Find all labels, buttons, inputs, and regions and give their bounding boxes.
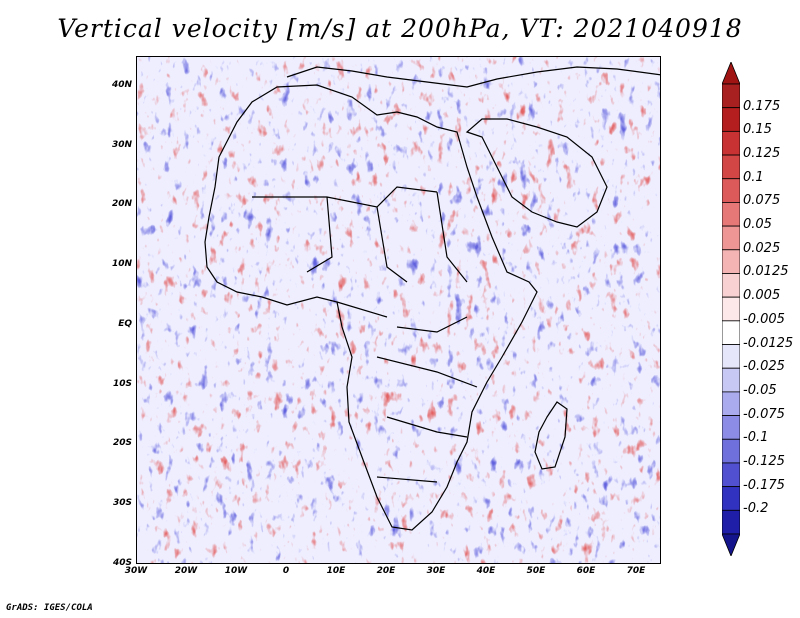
- colorbar-swatch: [722, 130, 740, 156]
- colorbar-swatch: [722, 178, 740, 203]
- colorbar-label: -0.2: [743, 501, 769, 517]
- colorbar-swatch: [722, 249, 740, 274]
- lat-tick-label: EQ: [118, 318, 132, 329]
- lat-tick-label: 20N: [111, 199, 132, 210]
- colorbar-swatch: [722, 225, 740, 251]
- colorbar-swatch: [722, 202, 740, 227]
- colorbar-swatch: [722, 462, 740, 488]
- colorbar-label: -0.0125: [743, 335, 794, 351]
- grads-credit: GrADS: IGES/COLA: [6, 603, 93, 613]
- lon-tick-label: 0: [282, 566, 290, 576]
- colorbar-label: -0.005: [743, 311, 785, 327]
- lat-tick-label: 40S: [112, 558, 132, 568]
- lon-tick-label: 20W: [174, 566, 198, 576]
- velocity-field: [137, 57, 660, 563]
- colorbar-label: -0.125: [743, 453, 785, 469]
- colorbar-swatch: [722, 296, 740, 322]
- colorbar-swatch: [722, 509, 740, 535]
- lon-tick-label: 10E: [326, 566, 346, 576]
- lat-tick-label: 30N: [111, 139, 132, 150]
- colorbar-label: 0.05: [743, 217, 772, 233]
- colorbar-label: 0.025: [743, 240, 781, 256]
- colorbar-swatch: [722, 415, 740, 440]
- lat-tick-label: 20S: [112, 438, 132, 449]
- colorbar-swatch: [722, 486, 740, 511]
- lon-tick-label: 20E: [376, 566, 396, 576]
- colorbar-label: 0.1: [743, 169, 764, 185]
- lat-tick-label: 40N: [111, 79, 132, 90]
- lon-tick-label: 10W: [224, 566, 248, 576]
- colorbar-swatch: [722, 391, 740, 416]
- lat-tick-label: 30S: [112, 498, 132, 509]
- colorbar-swatch: [722, 438, 740, 464]
- colorbar-swatch: [722, 154, 740, 180]
- colorbar: [722, 62, 740, 556]
- colorbar-label: 0.0125: [743, 264, 789, 280]
- colorbar-label: 0.175: [743, 98, 781, 114]
- colorbar-swatch: [722, 344, 740, 369]
- colorbar-label: 0.125: [743, 146, 781, 162]
- map-title: Vertical velocity [m/s] at 200hPa, VT: 2…: [57, 14, 743, 43]
- colorbar-swatch: [722, 83, 740, 109]
- lon-tick-label: 70E: [626, 566, 646, 576]
- colorbar-label: -0.175: [743, 477, 785, 493]
- colorbar-swatch: [722, 367, 740, 393]
- colorbar-label: -0.1: [743, 430, 769, 446]
- field-noise: [137, 57, 660, 563]
- lon-tick-label: 30W: [124, 566, 148, 576]
- colorbar-top-arrow: [722, 62, 740, 85]
- colorbar-bottom-arrow: [722, 533, 740, 556]
- colorbar-label: 0.005: [743, 288, 781, 304]
- colorbar-label: -0.025: [743, 359, 785, 375]
- lon-tick-label: 60E: [576, 566, 596, 576]
- lon-tick-label: 30E: [426, 566, 446, 576]
- lon-tick-label: 50E: [526, 566, 546, 576]
- colorbar-label: -0.05: [743, 382, 777, 398]
- vertical-velocity-map: [136, 56, 661, 564]
- colorbar-swatch: [722, 320, 740, 345]
- colorbar-label: -0.075: [743, 406, 785, 422]
- lon-tick-label: 40E: [476, 566, 496, 576]
- colorbar-swatch: [722, 273, 740, 298]
- lat-tick-label: 10N: [111, 259, 132, 270]
- colorbar-label: 0.075: [743, 193, 781, 209]
- coastlines: [204, 66, 660, 531]
- colorbar-swatch: [722, 107, 740, 132]
- colorbar-label: 0.15: [743, 122, 772, 138]
- lat-tick-label: 10S: [112, 378, 132, 389]
